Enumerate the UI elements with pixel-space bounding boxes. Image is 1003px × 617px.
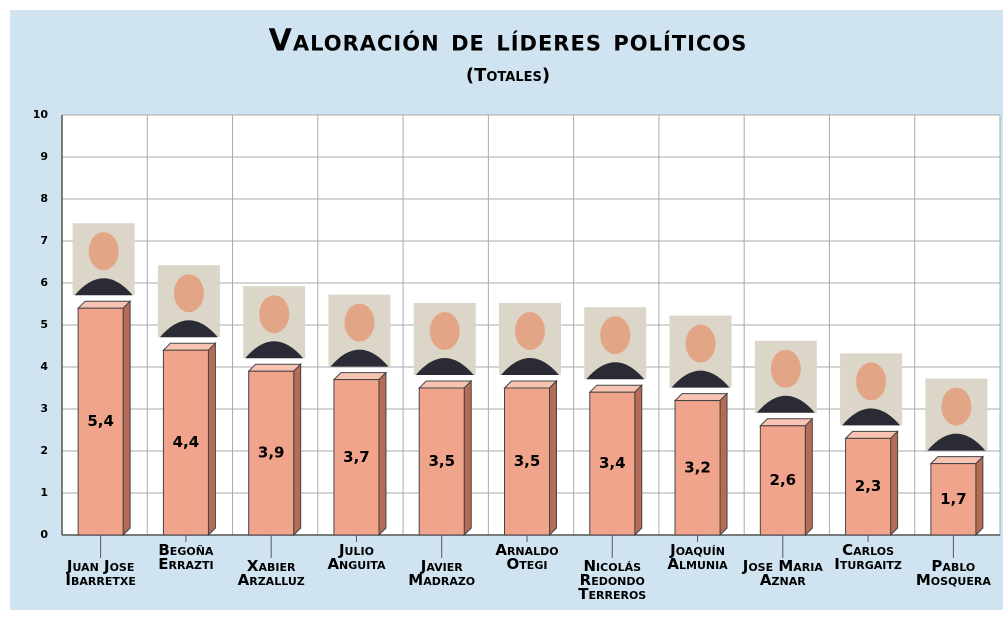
x-tick-label-line: Errazti (158, 555, 213, 573)
bar-top (334, 373, 386, 380)
portrait (414, 303, 476, 375)
portrait-head (600, 316, 630, 354)
y-tick-label: 8 (40, 192, 48, 205)
x-tick-label-line: Almunia (667, 555, 728, 573)
x-tick-label-line: Mosquera (916, 571, 991, 589)
bar-top (249, 364, 301, 371)
x-tick-label-line: Aznar (760, 571, 806, 589)
x-tick-label-line: Otegi (507, 555, 548, 573)
bar-top (931, 457, 983, 464)
value-label: 3,7 (343, 448, 370, 466)
x-tick-label-line: Iturgaitz (834, 555, 902, 573)
portrait (755, 341, 817, 413)
chart-title: Valoración de líderes políticos (269, 24, 748, 59)
value-label: 1,7 (940, 490, 967, 508)
x-tick-label-line: Terreros (578, 585, 646, 603)
y-tick-label: 9 (40, 150, 48, 163)
portrait (499, 303, 561, 375)
portrait-head (515, 312, 545, 350)
x-tick-label-line: Anguita (327, 555, 386, 573)
bar-top (505, 381, 557, 388)
value-label: 3,4 (599, 454, 626, 472)
portrait (73, 223, 135, 295)
bar-top (419, 381, 471, 388)
y-tick-label: 7 (40, 234, 48, 247)
bar-side (720, 394, 727, 535)
bar-top (846, 431, 898, 438)
value-label: 4,4 (173, 433, 200, 451)
chart-subtitle: (Totales) (466, 65, 550, 86)
bar-side (891, 431, 898, 535)
y-tick-label: 0 (40, 528, 48, 541)
bar-top (163, 343, 215, 350)
portrait-head (771, 350, 801, 388)
portrait (243, 286, 305, 358)
portrait (584, 307, 646, 379)
bar-side (464, 381, 471, 535)
portrait-head (89, 232, 119, 270)
y-tick-label: 3 (40, 402, 48, 415)
portrait-head (344, 304, 374, 342)
bar-side (550, 381, 557, 535)
value-label: 3,2 (684, 458, 711, 476)
y-tick-label: 1 (40, 486, 48, 499)
bar-side (123, 301, 130, 535)
bar-top (78, 301, 130, 308)
bar-side (805, 419, 812, 535)
y-tick-label: 5 (40, 318, 48, 331)
portrait-head (430, 312, 460, 350)
value-label: 2,3 (855, 477, 882, 495)
portrait (925, 379, 987, 451)
portrait (670, 316, 732, 388)
value-label: 3,5 (514, 452, 541, 470)
bar-side (635, 385, 642, 535)
portrait (328, 295, 390, 367)
portrait-head (174, 274, 204, 312)
portrait (158, 265, 220, 337)
value-label: 3,5 (428, 452, 455, 470)
portrait-head (259, 295, 289, 333)
portrait-head (856, 362, 886, 400)
x-tick-label: Juan JoseIbarretxe (65, 557, 135, 589)
x-tick-label-line: Madrazo (408, 571, 475, 589)
value-label: 2,6 (770, 471, 797, 489)
value-label: 5,4 (87, 412, 114, 430)
portrait (840, 353, 902, 425)
y-tick-label: 2 (40, 444, 48, 457)
bar-side (379, 373, 386, 535)
portrait-head (686, 325, 716, 363)
bar-side (976, 457, 983, 535)
x-tick-label-line: Arzalluz (238, 571, 305, 589)
chart: Valoración de líderes políticos (Totales… (0, 0, 1003, 617)
y-tick-label: 4 (40, 360, 48, 373)
bar-top (675, 394, 727, 401)
x-tick-label-line: Ibarretxe (65, 571, 135, 589)
bar-side (294, 364, 301, 535)
y-tick-label: 6 (40, 276, 48, 289)
bar-top (590, 385, 642, 392)
portrait-head (941, 388, 971, 426)
bar-side (208, 343, 215, 535)
y-tick-label: 10 (33, 108, 49, 121)
bar-top (760, 419, 812, 426)
value-label: 3,9 (258, 444, 285, 462)
